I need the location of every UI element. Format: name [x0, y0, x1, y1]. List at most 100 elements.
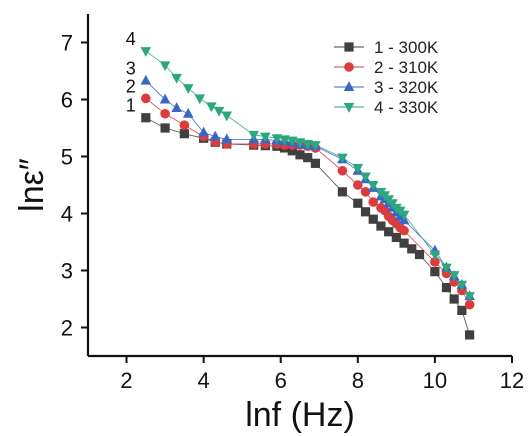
series-1-point	[464, 330, 475, 340]
series-4-point	[221, 111, 233, 122]
x-tick-label: 2	[120, 368, 132, 393]
series-4-point	[248, 130, 260, 141]
series-4-point	[206, 102, 217, 113]
x-tick-label: 10	[423, 368, 447, 393]
series-4-point	[194, 94, 206, 105]
series-4-point	[360, 172, 371, 183]
legend-swatch-marker	[343, 81, 355, 91]
series-4-point	[182, 84, 194, 94]
legend-swatch-marker	[344, 62, 354, 72]
series-1-point	[384, 227, 394, 237]
series-1-point	[141, 113, 151, 123]
series-3-point	[159, 93, 171, 104]
x-tick-label: 8	[352, 368, 364, 393]
series-4-point	[456, 280, 468, 291]
series-4-point	[352, 163, 364, 174]
series-2-point	[337, 165, 348, 176]
series-line-2	[145, 98, 470, 305]
curve-label-3: 3	[126, 59, 136, 79]
series-4-point	[294, 138, 306, 149]
legend-swatch-marker	[344, 42, 354, 52]
series-4-point	[287, 136, 298, 147]
plot-frame	[88, 14, 512, 356]
y-tick-label: 3	[61, 259, 73, 284]
series-3-point	[209, 130, 221, 141]
x-tick-label: 6	[275, 368, 287, 393]
series-1-point	[414, 249, 425, 260]
legend-item-1: 1 - 300K	[334, 38, 439, 57]
x-axis-ticks: 2 4 6 8 10 12	[120, 356, 524, 393]
series-1-point	[441, 282, 452, 293]
y-tick-label: 7	[61, 31, 73, 56]
series-2-point	[368, 197, 379, 207]
series-1-point	[399, 238, 409, 248]
curve-label-2: 2	[126, 76, 136, 96]
y-tick-label: 5	[61, 145, 73, 170]
series-1-point	[449, 294, 459, 304]
x-tick-label: 12	[500, 368, 524, 393]
series-4-point	[213, 106, 225, 117]
series-4-point	[271, 134, 283, 145]
series-4-point	[448, 271, 460, 281]
series-3-point	[140, 74, 152, 85]
y-tick-label: 4	[61, 202, 73, 227]
series-1-point	[430, 267, 440, 277]
legend-item-3: 3 - 320K	[334, 78, 439, 97]
legend-label: 1 - 300K	[374, 38, 439, 57]
y-tick-label: 2	[61, 316, 73, 341]
series-4-point	[464, 292, 475, 303]
series-1-point	[368, 214, 378, 224]
series-4-point	[310, 141, 321, 151]
series-4-point	[279, 135, 290, 146]
series-1-point	[179, 129, 189, 139]
x-axis-title: lnf (Hz)	[245, 396, 355, 434]
series-4-point	[441, 263, 452, 274]
series-2-point	[141, 93, 151, 104]
curve-label-1: 1	[126, 96, 136, 116]
series-1-point	[376, 221, 386, 231]
y-axis-ticks: 2 3 4 5 6 7	[61, 31, 88, 341]
series-4-point	[171, 73, 182, 84]
series-1-point	[160, 123, 170, 133]
y-axis-title: lnε″	[13, 158, 51, 212]
series-2-point	[160, 108, 170, 119]
series-4-point	[159, 61, 171, 72]
series-markers	[140, 47, 475, 340]
y-tick-label: 6	[61, 88, 73, 113]
series-2-point	[399, 225, 409, 236]
series-3-point	[198, 126, 209, 137]
series-2-point	[353, 180, 363, 190]
legend-item-2: 2 - 310K	[334, 58, 439, 77]
series-4-point	[429, 250, 441, 261]
series-1-point	[310, 158, 321, 168]
series-4-point	[260, 132, 271, 143]
x-tick-label: 4	[198, 368, 210, 393]
series-1-point	[391, 232, 401, 243]
series-1-point	[353, 198, 363, 208]
legend-label: 2 - 310K	[374, 58, 439, 77]
series-1-point	[457, 305, 467, 316]
series-4-point	[367, 181, 379, 191]
series-2-point	[179, 120, 190, 130]
series-1-point	[295, 150, 305, 160]
series-3-point	[182, 107, 194, 118]
series-4-point	[337, 153, 348, 164]
legend-item-4: 4 - 330K	[334, 98, 439, 117]
series-1-point	[360, 207, 371, 217]
series-2-point	[360, 187, 371, 197]
series-1-point	[303, 153, 313, 163]
curve-label-4: 4	[126, 29, 136, 49]
series-4-point	[140, 47, 152, 57]
series-1-point	[407, 244, 417, 254]
series-1-point	[337, 187, 348, 197]
series-4-point	[398, 210, 410, 221]
legend-label: 3 - 320K	[374, 78, 439, 97]
series-3-point	[221, 133, 233, 144]
legend-swatch-marker	[343, 103, 355, 113]
series-4-point	[302, 139, 313, 150]
series-3-point	[171, 102, 182, 113]
curve-labels: 123 4	[126, 29, 136, 116]
legend-label: 4 - 330K	[374, 98, 439, 117]
